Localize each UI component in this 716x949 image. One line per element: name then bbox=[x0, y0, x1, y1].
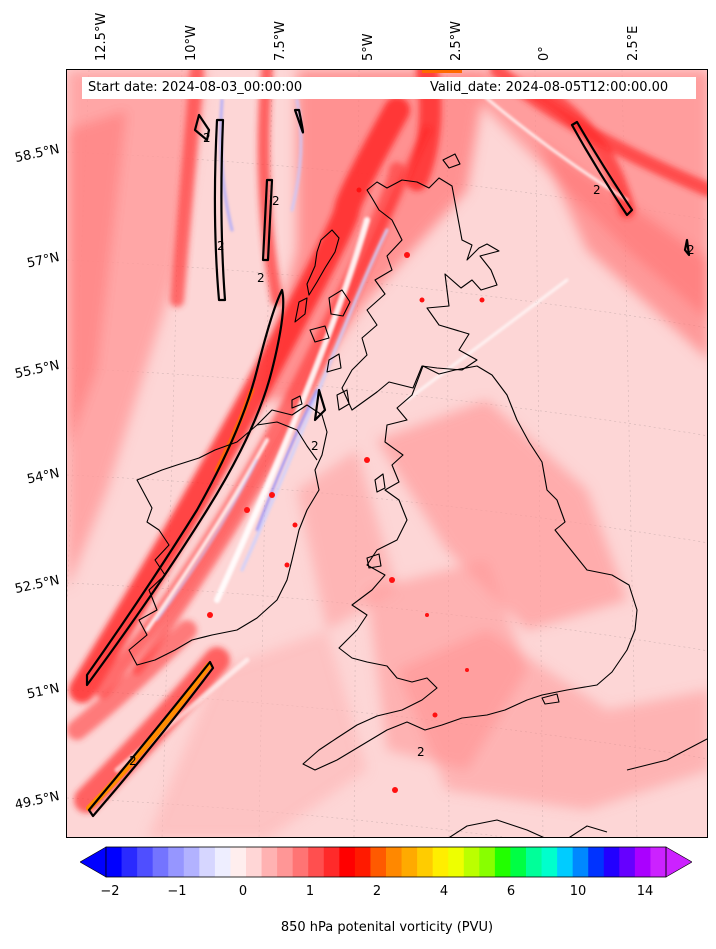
map-panel: 2 2 2 2 2 2 2 2 2 bbox=[66, 69, 708, 838]
coastlines bbox=[128, 153, 707, 837]
colorbar-swatch bbox=[650, 847, 667, 877]
lat-label: 58.5°N bbox=[13, 141, 61, 166]
colorbar-swatch bbox=[199, 847, 216, 877]
colorbar-swatch bbox=[230, 847, 247, 877]
colorbar-swatch bbox=[432, 847, 449, 877]
lon-label: 12.5°W bbox=[94, 12, 109, 61]
colorbar-tick-label: −1 bbox=[167, 884, 187, 899]
colorbar-tick-label: −2 bbox=[100, 884, 120, 899]
colorbar-swatch bbox=[370, 847, 387, 877]
colorbar-swatch bbox=[323, 847, 340, 877]
contour-label: 2 bbox=[203, 131, 211, 145]
colorbar-swatch bbox=[214, 847, 231, 877]
colorbar-swatch bbox=[106, 847, 123, 877]
colorbar-tick-label: 6 bbox=[506, 884, 516, 899]
colorbar-swatch bbox=[183, 847, 200, 877]
colorbar-swatch bbox=[526, 847, 543, 877]
colorbar-swatch bbox=[448, 847, 465, 877]
lat-label: 57°N bbox=[25, 249, 61, 272]
colorbar-swatch bbox=[261, 847, 278, 877]
colorbar-swatch bbox=[603, 847, 620, 877]
colorbar-min-arrow bbox=[80, 846, 107, 878]
lat-label: 49.5°N bbox=[13, 788, 61, 813]
colorbar-swatch bbox=[463, 847, 480, 877]
start-date-label: Start date: 2024-08-03_00:00:00 bbox=[82, 77, 448, 99]
pv-spots bbox=[207, 187, 485, 793]
lon-label: 0° bbox=[537, 46, 552, 61]
colorbar-tick-label: 0 bbox=[238, 884, 248, 899]
colorbar-swatch bbox=[292, 847, 309, 877]
colorbar-title: 850 hPa potenital vorticity (PVU) bbox=[280, 920, 494, 935]
valid-date-label: Valid_date: 2024-08-05T12:00:00.00 bbox=[424, 77, 696, 99]
colorbar-tick-label: 2 bbox=[372, 884, 382, 899]
contour-label: 2 bbox=[417, 745, 425, 759]
colorbar-swatch bbox=[634, 847, 651, 877]
colorbar-swatch bbox=[168, 847, 185, 877]
colorbar-swatch bbox=[152, 847, 169, 877]
lon-label: 10°W bbox=[184, 25, 199, 61]
colorbar-swatch bbox=[121, 847, 138, 877]
colorbar-max-arrow bbox=[665, 846, 692, 878]
colorbar-swatch bbox=[541, 847, 558, 877]
lat-label: 52.5°N bbox=[13, 572, 61, 597]
colorbar-tick-label: 4 bbox=[439, 884, 449, 899]
colorbar-swatch bbox=[137, 847, 154, 877]
colorbar-swatch bbox=[510, 847, 527, 877]
pv-bands bbox=[67, 70, 707, 813]
colorbar-swatch bbox=[354, 847, 371, 877]
contour-label: 2 bbox=[272, 194, 280, 208]
contour-labels: 2 2 2 2 2 2 2 2 2 bbox=[129, 131, 695, 768]
colorbar-swatch bbox=[277, 847, 294, 877]
contour-label: 2 bbox=[593, 183, 601, 197]
contour-label: 2 bbox=[311, 439, 319, 453]
contour-label: 2 bbox=[257, 271, 265, 285]
colorbar-swatch bbox=[246, 847, 263, 877]
lon-label: 2.5°E bbox=[626, 25, 641, 61]
colorbar-tick-label: 1 bbox=[305, 884, 315, 899]
colorbar-swatch bbox=[494, 847, 511, 877]
colorbar bbox=[80, 846, 692, 878]
colorbar-swatch bbox=[557, 847, 574, 877]
colorbar-swatch bbox=[479, 847, 496, 877]
colorbar-swatch bbox=[588, 847, 605, 877]
colorbar-swatch bbox=[401, 847, 418, 877]
colorbar-tick-label: 14 bbox=[636, 884, 654, 899]
lat-label: 51°N bbox=[25, 680, 61, 703]
colorbar-swatch bbox=[619, 847, 636, 877]
lat-label: 54°N bbox=[25, 465, 61, 488]
colorbar-swatch bbox=[386, 847, 403, 877]
contour-label: 2 bbox=[129, 754, 137, 768]
contour-label: 2 bbox=[687, 243, 695, 257]
lat-label: 55.5°N bbox=[13, 357, 61, 382]
colorbar-swatch bbox=[572, 847, 589, 877]
contour-label: 2 bbox=[217, 239, 225, 253]
pv-field-map: 2 2 2 2 2 2 2 2 2 bbox=[67, 70, 707, 837]
colorbar-swatch bbox=[308, 847, 325, 877]
colorbar-tick-label: 10 bbox=[569, 884, 587, 899]
colorbar-swatch bbox=[339, 847, 356, 877]
colorbar-swatch bbox=[417, 847, 434, 877]
pv-2-contours bbox=[85, 108, 691, 818]
lon-label: 2.5°W bbox=[449, 20, 464, 61]
lon-label: 5°W bbox=[361, 33, 376, 61]
lon-label: 7.5°W bbox=[273, 20, 288, 61]
